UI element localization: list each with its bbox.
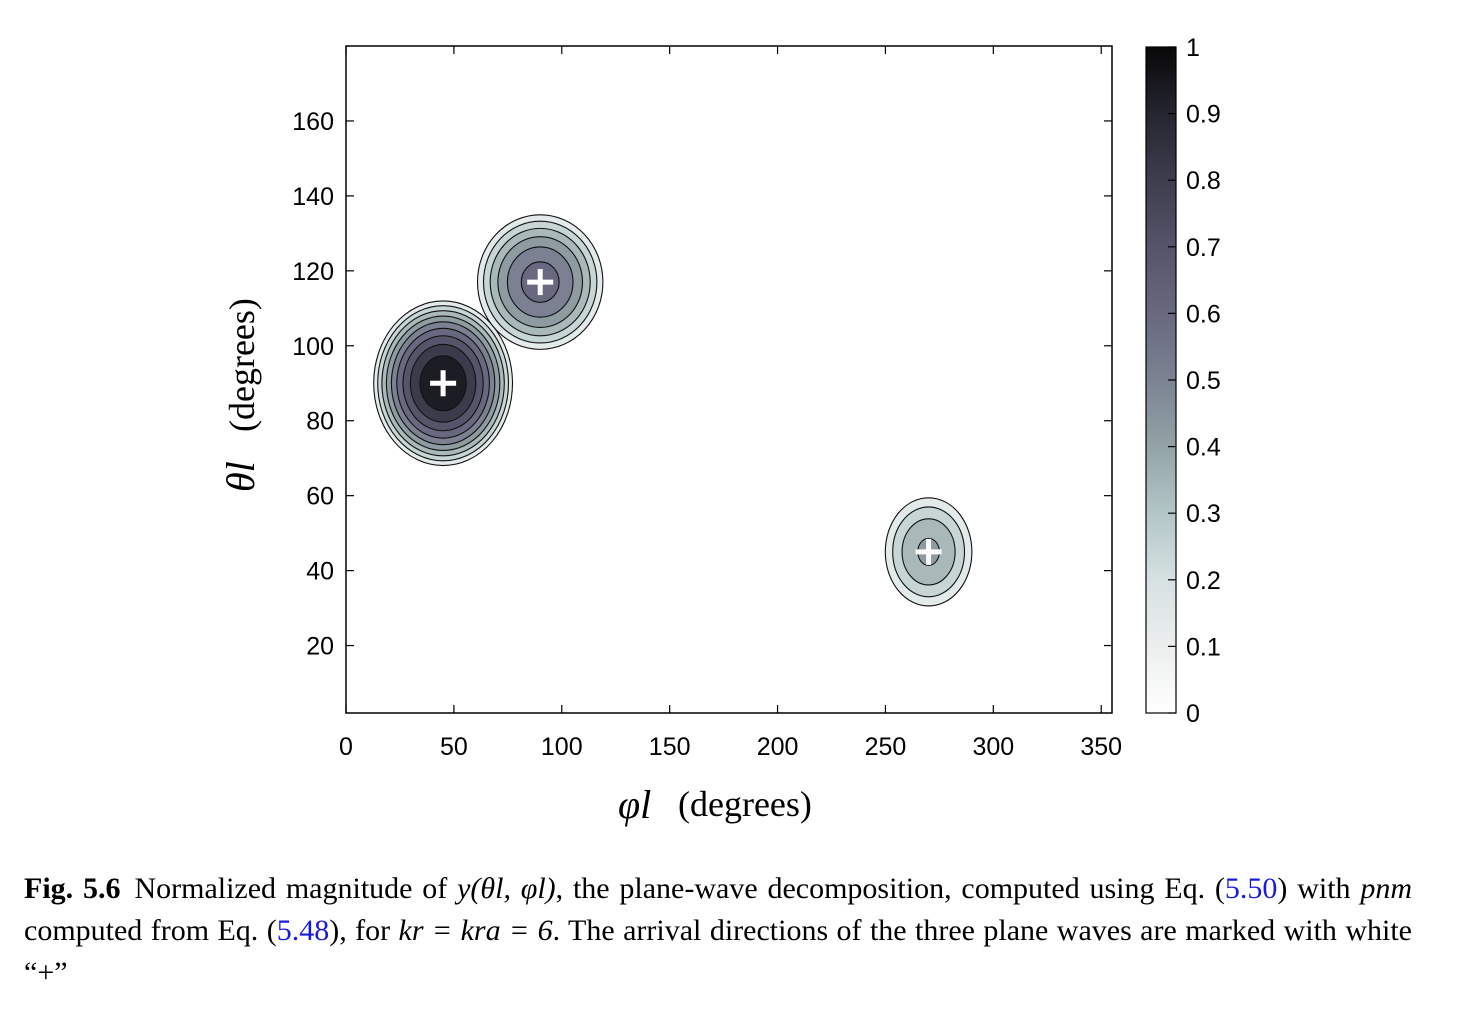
colorbar-tick-label: 0.9	[1186, 101, 1221, 129]
x-tick-200: 200	[757, 46, 799, 761]
peak-marker-3	[915, 538, 942, 565]
peak-markers	[430, 269, 942, 565]
colorbar-tick-label: 0.2	[1186, 567, 1221, 595]
y-tick-label: 20	[306, 633, 334, 661]
x-tick-150: 150	[649, 46, 691, 761]
y-tick-60: 60	[306, 483, 1112, 511]
y-axis-ticks: 20 40 60 80 100 120 140 160	[292, 108, 1112, 661]
colorbar-tick-1: 0.1	[1168, 633, 1221, 661]
x-axis-label: (degrees)	[678, 784, 812, 824]
caption-text-5: ), for	[329, 914, 399, 947]
y-tick-label: 80	[306, 408, 334, 436]
y-tick-160: 160	[292, 108, 1112, 136]
x-tick-250: 250	[865, 46, 907, 761]
peak-marker-2	[527, 269, 554, 296]
colorbar-tick-label: 0.3	[1186, 500, 1221, 528]
equation-link-5-48[interactable]: 5.48	[276, 914, 330, 947]
x-tick-0: 0	[339, 46, 353, 761]
y-tick-20: 20	[306, 633, 1112, 661]
figure-caption: Fig. 5.6 Normalized magnitude of y(θl, φl…	[24, 868, 1412, 994]
caption-text-3: ) with	[1277, 872, 1361, 905]
x-tick-300: 300	[972, 46, 1014, 761]
colorbar-tick-label: 0.5	[1186, 367, 1221, 395]
y-tick-140: 140	[292, 183, 1112, 211]
y-tick-label: 140	[292, 183, 334, 211]
colorbar-tick-2: 0.2	[1168, 567, 1221, 595]
x-tick-label: 200	[757, 733, 799, 761]
colorbar-tick-9: 0.9	[1168, 101, 1221, 129]
colorbar-tick-3: 0.3	[1168, 500, 1221, 528]
colorbar-tick-4: 0.4	[1168, 434, 1221, 462]
colorbar: 0 0.1 0.2 0.3 0.4 0.5 0.6 0.7 0.8 0.9 1	[1145, 34, 1221, 728]
x-tick-350: 350	[1080, 46, 1122, 761]
caption-text-2: , the plane-wave decomposition, computed…	[555, 872, 1225, 905]
colorbar-tick-label: 0	[1186, 700, 1200, 728]
colorbar-gradient	[1145, 46, 1177, 714]
caption-expr-3: kr = kra = 6	[398, 914, 553, 947]
colorbar-tick-8: 0.8	[1168, 167, 1221, 195]
colorbar-tick-0: 0	[1168, 700, 1200, 728]
colorbar-tick-10: 1	[1168, 34, 1200, 62]
colorbar-tick-label: 0.8	[1186, 167, 1221, 195]
colorbar-tick-label: 0.4	[1186, 434, 1221, 462]
y-tick-label: 120	[292, 258, 334, 286]
colorbar-tick-label: 0.7	[1186, 234, 1221, 262]
y-tick-label: 40	[306, 558, 334, 586]
contour-field	[373, 214, 973, 607]
y-tick-40: 40	[306, 558, 1112, 586]
y-tick-label: 160	[292, 108, 334, 136]
y-tick-120: 120	[292, 258, 1112, 286]
y-tick-80: 80	[306, 408, 1112, 436]
x-tick-label: 0	[339, 733, 353, 761]
x-tick-label: 350	[1080, 733, 1122, 761]
colorbar-tick-7: 0.7	[1168, 234, 1221, 262]
x-tick-100: 100	[541, 46, 583, 761]
y-axis-label: (degrees)	[222, 298, 262, 432]
caption-text-6: . The arrival directions of the three pl…	[24, 914, 1412, 989]
y-axis-symbol: θl	[218, 461, 263, 492]
x-tick-label: 150	[649, 733, 691, 761]
caption-expr-1: y(θl, φl)	[457, 872, 556, 905]
contour-figure: 0 50 100 150 200 250 300 350 20 40 60 80 100 120 140 1…	[218, 34, 1221, 827]
caption-text-1: Normalized magnitude of	[134, 872, 458, 905]
x-tick-label: 300	[972, 733, 1014, 761]
y-tick-100: 100	[292, 333, 1112, 361]
colorbar-ticks: 0 0.1 0.2 0.3 0.4 0.5 0.6 0.7 0.8 0.9 1	[1168, 34, 1221, 728]
x-tick-label: 50	[440, 733, 468, 761]
equation-link-5-50[interactable]: 5.50	[1224, 872, 1278, 905]
colorbar-tick-label: 0.6	[1186, 300, 1221, 328]
colorbar-tick-label: 0.1	[1186, 633, 1221, 661]
x-axis-ticks: 0 50 100 150 200 250 300 350	[339, 46, 1122, 761]
colorbar-tick-5: 0.5	[1168, 367, 1221, 395]
x-tick-label: 100	[541, 733, 583, 761]
caption-expr-2: pnm	[1360, 872, 1412, 905]
x-tick-50: 50	[440, 46, 468, 761]
y-tick-label: 60	[306, 483, 334, 511]
caption-text-4: computed from Eq. (	[24, 914, 277, 947]
x-axis-symbol: φl	[618, 782, 651, 827]
colorbar-tick-label: 1	[1186, 34, 1200, 62]
plot-frame	[345, 45, 1113, 714]
y-axis-title: θl (degrees)	[218, 298, 263, 492]
peak-marker-1	[430, 370, 457, 397]
y-tick-label: 100	[292, 333, 334, 361]
x-tick-label: 250	[865, 733, 907, 761]
x-axis-title: φl (degrees)	[618, 782, 812, 827]
caption-label: Fig. 5.6	[24, 872, 121, 905]
colorbar-tick-6: 0.6	[1168, 300, 1221, 328]
